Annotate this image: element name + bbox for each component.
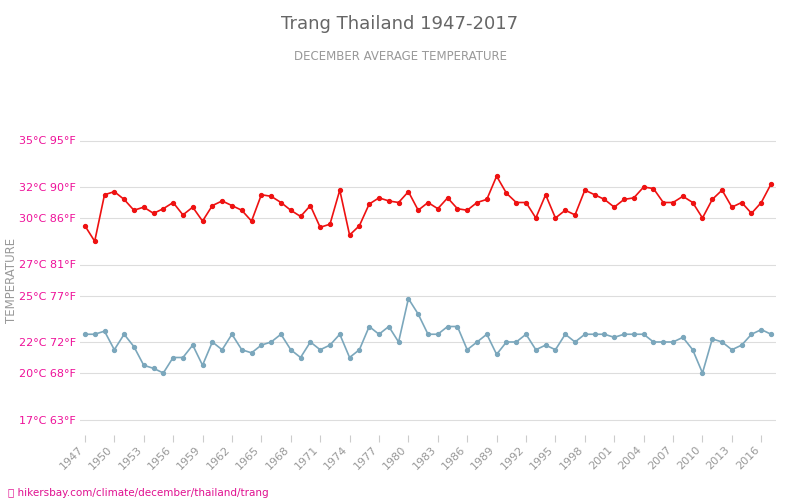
Text: DECEMBER AVERAGE TEMPERATURE: DECEMBER AVERAGE TEMPERATURE [294,50,506,63]
Text: 📍 hikersbay.com/climate/december/thailand/trang: 📍 hikersbay.com/climate/december/thailan… [8,488,269,498]
Y-axis label: TEMPERATURE: TEMPERATURE [6,238,18,322]
Text: Trang Thailand 1947-2017: Trang Thailand 1947-2017 [282,15,518,33]
